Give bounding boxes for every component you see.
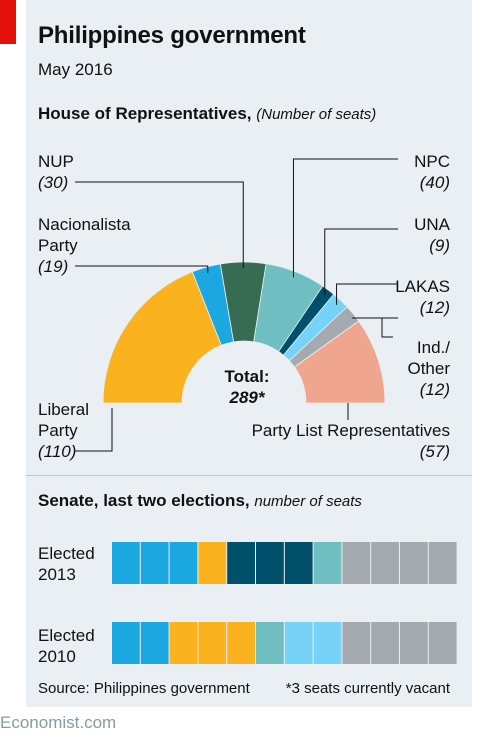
house-unit: (Number of seats) (256, 106, 377, 123)
seat-cell-2010-8 (313, 622, 342, 664)
seat-cell-2013-9 (342, 542, 371, 584)
seat-cell-2010-7 (284, 622, 313, 664)
seat-cell-2013-2 (140, 542, 169, 584)
row-label-2010: Elected 2010 (38, 626, 95, 666)
seat-cell-2010-10 (371, 622, 399, 664)
leader-nup (75, 181, 244, 269)
leader-una (324, 228, 398, 295)
seat-cell-2010-3 (169, 622, 198, 664)
seat-cell-2010-5 (227, 622, 255, 664)
seat-cell-2013-5 (227, 542, 255, 584)
seat-cell-2010-9 (342, 622, 371, 664)
label-npc: NPC (40) (414, 152, 450, 192)
label-ind-other: Ind./ Other (12) (407, 338, 450, 399)
leader-liberal (75, 408, 113, 452)
seat-cell-2013-10 (371, 542, 399, 584)
senate-title: Senate, last two elections, (38, 491, 250, 510)
seat-cell-2013-7 (284, 542, 313, 584)
section-divider (26, 475, 472, 476)
label-una: UNA (9) (414, 215, 450, 255)
source-note: Source: Philippines government (38, 680, 250, 697)
senate-waffle (112, 542, 457, 664)
seat-cell-2010-12 (428, 622, 457, 664)
label-lakas: LAKAS (12) (395, 277, 450, 317)
leader-lakas (336, 283, 398, 305)
seat-cell-2013-11 (400, 542, 428, 584)
seat-cell-2013-4 (198, 542, 227, 584)
seat-cell-2013-3 (169, 542, 198, 584)
house-title: House of Representatives, (38, 104, 252, 123)
seat-cell-2010-2 (140, 622, 169, 664)
leader-npc (292, 158, 398, 278)
brand-credit: Economist.com (0, 713, 117, 732)
seat-cell-2013-12 (428, 542, 457, 584)
house-donut (102, 261, 386, 404)
chart-svg (75, 158, 457, 664)
senate-section-title: Senate, last two elections, number of se… (38, 491, 362, 511)
label-party-list: Party List Representatives (57) (251, 421, 450, 461)
chart-panel (26, 0, 472, 707)
total-label: Total: 289* (222, 366, 272, 408)
total-value: 289* (229, 388, 265, 407)
row-label-2013: Elected 2013 (38, 544, 95, 584)
leader-nacionalista (75, 265, 209, 273)
seat-cell-2013-1 (112, 542, 140, 584)
house-section-title: House of Representatives, (Number of sea… (38, 104, 376, 124)
page-subtitle: May 2016 (38, 60, 113, 79)
seat-cell-2013-6 (256, 542, 284, 584)
slice-party-list-representatives (293, 320, 386, 404)
seat-cell-2010-1 (112, 622, 140, 664)
slice-liberal-party (102, 271, 222, 404)
senate-unit: number of seats (254, 493, 362, 510)
seat-cell-2013-8 (313, 542, 342, 584)
leader-ind-other-stub (381, 317, 398, 338)
vacancy-note: *3 seats currently vacant (285, 680, 450, 697)
seat-cell-2010-6 (256, 622, 284, 664)
brand-red-tag (0, 0, 16, 44)
seat-cell-2010-4 (198, 622, 227, 664)
leader-lines (75, 158, 398, 452)
seat-cell-2010-11 (400, 622, 428, 664)
label-nacionalista: Nacionalista Party (19) (38, 215, 131, 276)
label-nup: NUP (30) (38, 152, 74, 192)
label-liberal: Liberal Party (110) (38, 400, 90, 461)
page-title: Philippines government (38, 22, 306, 49)
